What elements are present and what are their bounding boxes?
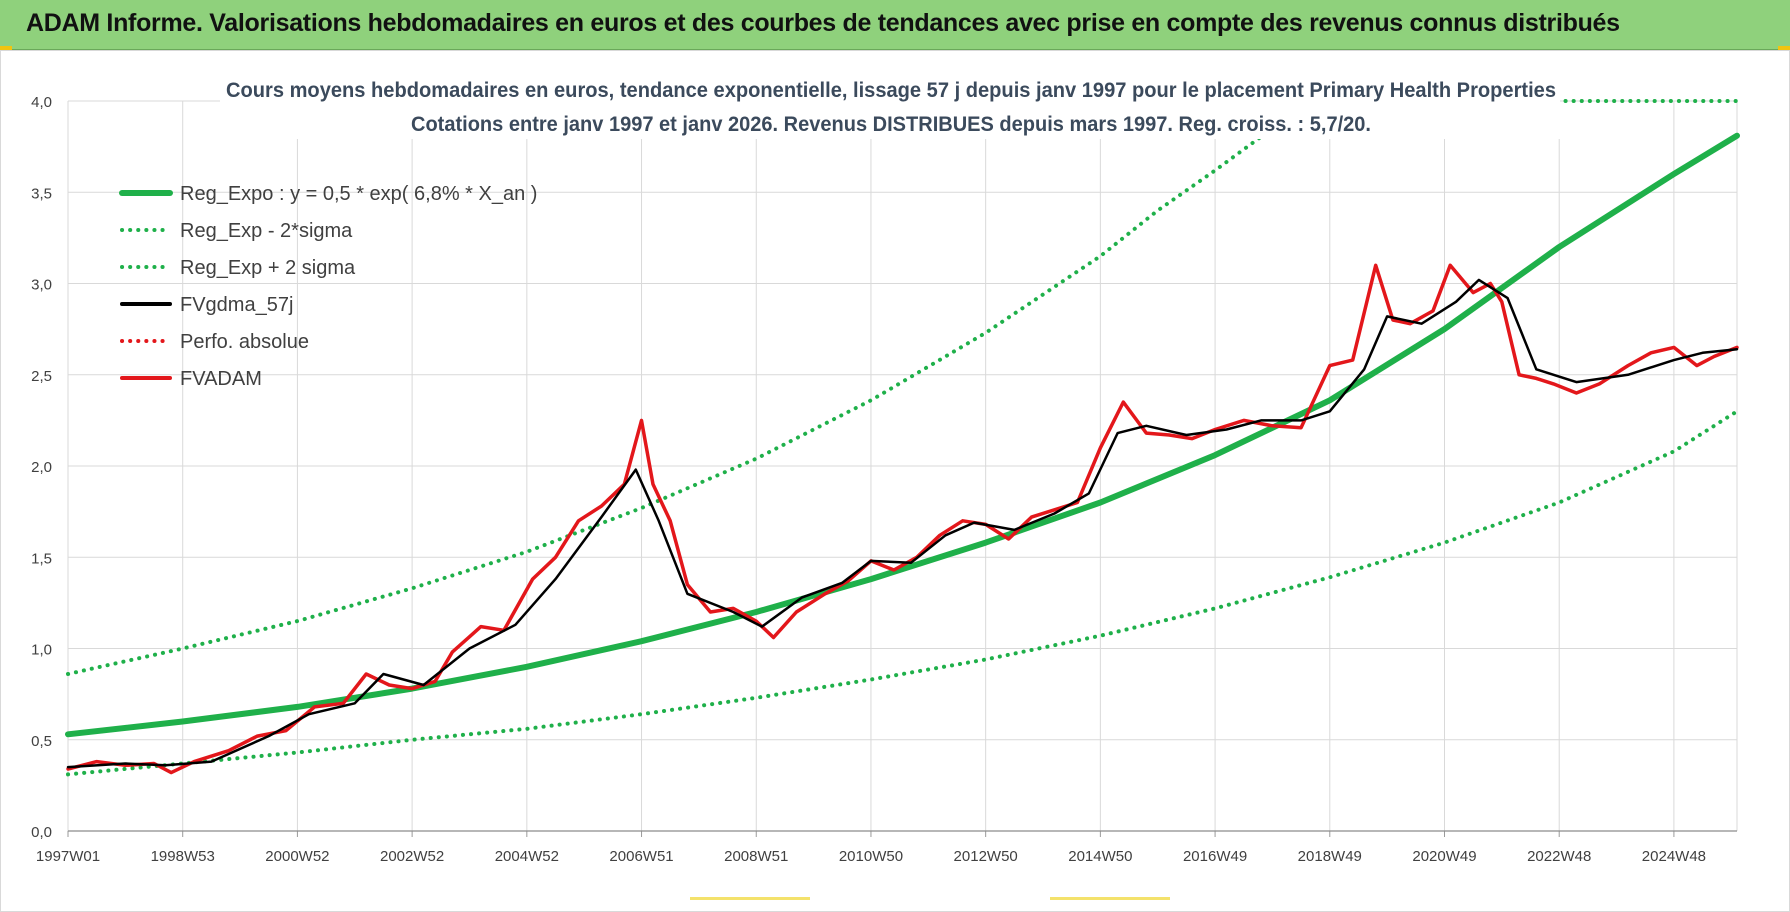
banner-title: ADAM Informe. Valorisations hebdomadaire… bbox=[26, 9, 1620, 37]
y-tick-label: 0,0 bbox=[31, 824, 52, 841]
x-tick-label: 2010W50 bbox=[839, 848, 903, 865]
chart-title-line-2: Cotations entre janv 1997 et janv 2026. … bbox=[411, 113, 1371, 136]
legend-label: Reg_Exp - 2*sigma bbox=[180, 220, 353, 242]
series-layer bbox=[65, 99, 1740, 777]
x-tick-label: 2012W50 bbox=[954, 848, 1018, 865]
series-line-0 bbox=[65, 132, 1740, 738]
x-tick-label: 1997W01 bbox=[36, 848, 100, 865]
x-tick-label: 2004W52 bbox=[495, 848, 559, 865]
x-tick-label: 1998W53 bbox=[151, 848, 215, 865]
bottom-mark-1 bbox=[690, 897, 810, 900]
legend-label: Reg_Exp + 2 sigma bbox=[180, 257, 356, 279]
y-tick-label: 4,0 bbox=[31, 94, 52, 111]
legend: Reg_Expo : y = 0,5 * exp( 6,8% * X_an ) R… bbox=[119, 183, 537, 390]
series-line-3 bbox=[66, 278, 1739, 769]
legend-label: FVADAM bbox=[180, 368, 262, 390]
series-line-1 bbox=[66, 409, 1739, 777]
x-tick-label: 2008W51 bbox=[724, 848, 788, 865]
x-tick-label: 2006W51 bbox=[609, 848, 673, 865]
y-tick-label: 2,5 bbox=[31, 368, 52, 385]
y-tick-label: 0,5 bbox=[31, 733, 52, 750]
x-tick-label: 2020W49 bbox=[1412, 848, 1476, 865]
legend-label: Reg_Expo : y = 0,5 * exp( 6,8% * X_an ) bbox=[180, 183, 537, 205]
grid-layer bbox=[67, 100, 1738, 832]
y-tick-label: 2,0 bbox=[31, 459, 52, 476]
x-tick-label: 2014W50 bbox=[1068, 848, 1132, 865]
x-tick-label: 2024W48 bbox=[1642, 848, 1706, 865]
x-tick-label: 2002W52 bbox=[380, 848, 444, 865]
axis-layer: 0,0 0,5 1,0 1,5 2,0 2,5 3,0 3,5 4,0 1997W01 1998W5… bbox=[31, 94, 1737, 865]
x-tick-label: 2018W49 bbox=[1298, 848, 1362, 865]
y-tick-label: 1,0 bbox=[31, 642, 52, 659]
title-background bbox=[220, 73, 1560, 139]
x-tick-label: 2000W52 bbox=[265, 848, 329, 865]
chart-title-line-1: Cours moyens hebdomadaires en euros, ten… bbox=[226, 79, 1556, 102]
legend-label: FVgdma_57j bbox=[180, 294, 293, 316]
y-tick-label: 3,5 bbox=[31, 185, 52, 202]
corner-mark-left bbox=[0, 46, 12, 50]
series-line-2 bbox=[66, 99, 1739, 676]
y-tick-label: 1,5 bbox=[31, 550, 52, 567]
header-banner: ADAM Informe. Valorisations hebdomadaire… bbox=[0, 0, 1790, 50]
corner-mark-right bbox=[1778, 46, 1790, 50]
bottom-mark-2 bbox=[1050, 897, 1170, 900]
x-tick-label: 2022W48 bbox=[1527, 848, 1591, 865]
chart-title-block: Cours moyens hebdomadaires en euros, ten… bbox=[220, 73, 1560, 139]
series-line-5 bbox=[66, 263, 1739, 775]
y-tick-label: 3,0 bbox=[31, 277, 52, 294]
legend-label: Perfo. absolue bbox=[180, 331, 309, 353]
x-tick-label: 2016W49 bbox=[1183, 848, 1247, 865]
